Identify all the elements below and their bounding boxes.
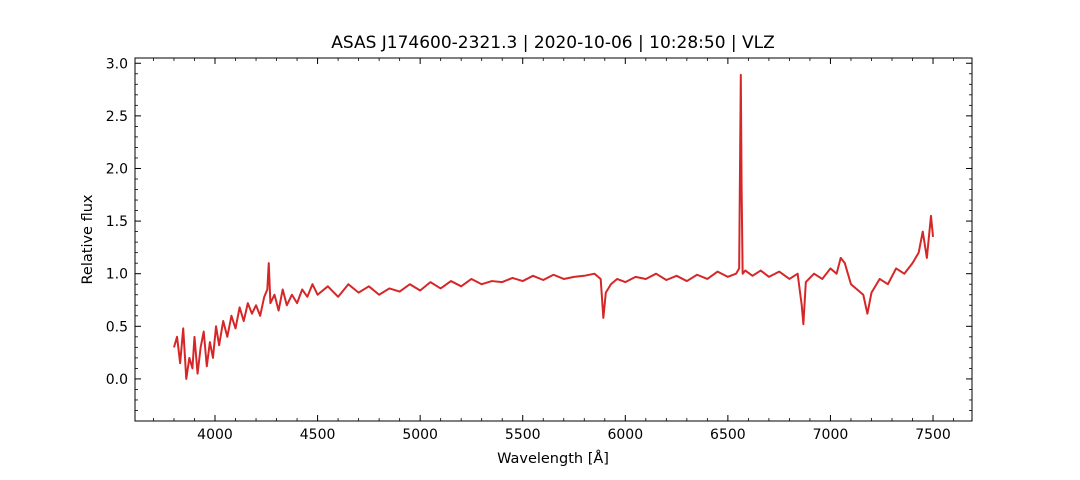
- y-tick-label: 0.0: [106, 372, 128, 388]
- x-tick-label: 7500: [915, 427, 951, 443]
- plot-area: [135, 58, 972, 421]
- plot-background: [135, 58, 972, 421]
- y-tick-label: 1.0: [106, 267, 128, 283]
- x-tick-label: 4000: [197, 427, 233, 443]
- x-tick-label: 4500: [300, 427, 336, 443]
- x-tick-label: 6000: [607, 427, 643, 443]
- y-axis-title: Relative flux: [80, 194, 96, 284]
- y-tick-label: 3.0: [106, 56, 128, 72]
- x-tick-label: 7000: [813, 427, 849, 443]
- axes: 4000 4500 5000 5500 6000 6500 7000 7500 0.0 0.5 1.…: [106, 56, 973, 443]
- x-tick-label: 5500: [505, 427, 541, 443]
- y-tick-label: 2.5: [106, 109, 128, 125]
- y-tick-label: 0.5: [106, 319, 128, 335]
- x-tick-label: 6500: [710, 427, 746, 443]
- x-axis-title: Wavelength [Å]: [497, 450, 609, 467]
- axes-frame: [134, 57, 973, 422]
- x-tick-label: 5000: [402, 427, 438, 443]
- chart-title: ASAS J174600-2321.3 | 2020-10-06 | 10:28…: [331, 33, 775, 53]
- y-tick-label: 2.0: [106, 161, 128, 177]
- series-layer: [173, 73, 935, 380]
- series-line-0: [173, 73, 935, 380]
- y-tick-label: 1.5: [106, 214, 128, 230]
